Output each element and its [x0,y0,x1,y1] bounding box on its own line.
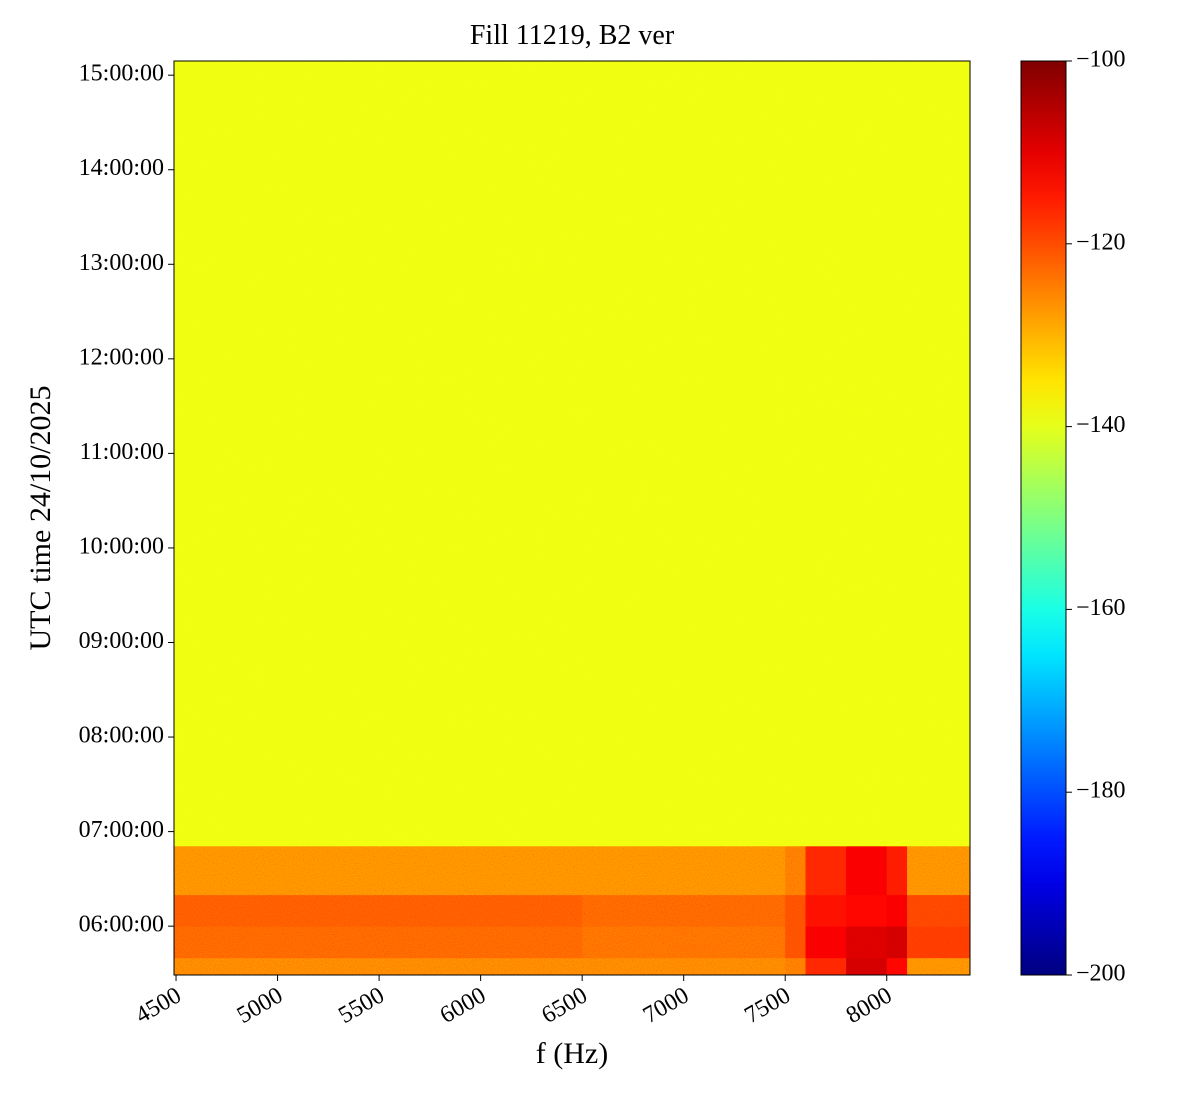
y-tick-label: 15:00:00 [79,61,164,87]
y-tick-label: 10:00:00 [79,533,164,559]
y-tick-label: 06:00:00 [79,912,164,938]
y-tick-label: 08:00:00 [79,723,164,749]
colorbar-tick-label: −100 [1076,47,1126,73]
colorbar-tick-label: −200 [1076,961,1126,987]
x-tick-label: 5000 [233,982,288,1029]
chart-title: Fill 11219, B2 ver [470,20,675,51]
colorbar-tick-label: −160 [1076,595,1126,621]
x-tick-label: 6500 [537,982,592,1029]
x-tick-label: 7500 [740,982,795,1029]
x-tick-label: 4500 [131,982,186,1029]
y-tick-label: 13:00:00 [79,250,164,276]
y-tick-label: 11:00:00 [80,439,164,465]
x-tick-label: 7000 [639,982,694,1029]
plot-frame [173,60,971,976]
x-axis-label: f (Hz) [536,1037,608,1070]
y-tick-label: 07:00:00 [79,817,164,843]
colorbar-tick-label: −120 [1076,229,1126,255]
texture [174,61,970,975]
x-tick-label: 8000 [842,982,897,1029]
y-tick-label: 14:00:00 [79,155,164,181]
x-tick-label: 6000 [436,982,491,1029]
colorbar [1020,60,1067,976]
y-axis-label: UTC time 24/10/2025 [24,386,57,651]
y-tick-label: 12:00:00 [79,344,164,370]
x-tick-label: 5500 [334,982,389,1029]
colorbar-tick-label: −140 [1076,412,1126,438]
y-tick-label: 09:00:00 [79,628,164,654]
colorbar-tick-label: −180 [1076,778,1126,804]
